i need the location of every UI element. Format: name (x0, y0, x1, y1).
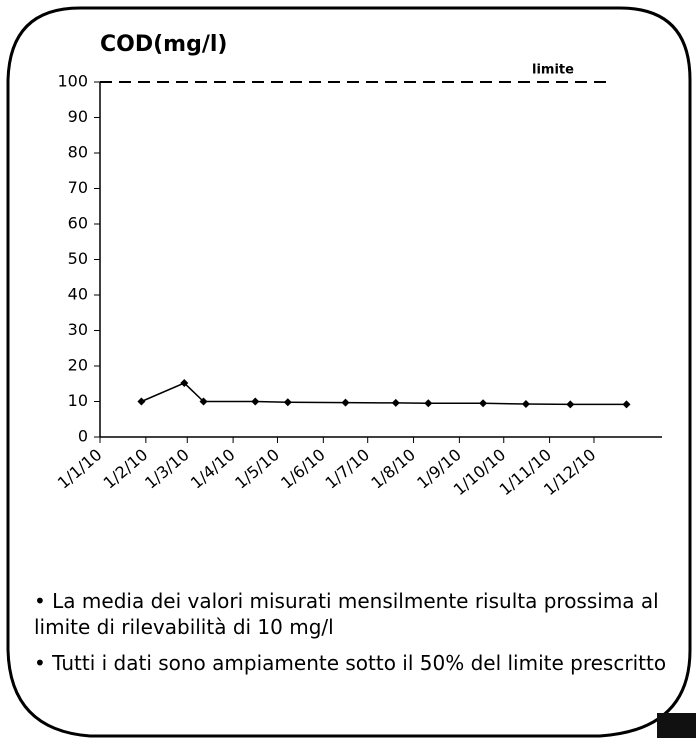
point (479, 399, 488, 408)
limit-label: limite (532, 63, 574, 78)
y-tick-label: 60 (68, 214, 88, 233)
x-tick-label: 1/6/10 (277, 445, 329, 493)
y-tick-label: 90 (68, 107, 88, 126)
y-tick-label: 30 (68, 320, 88, 339)
point (341, 398, 350, 407)
point (180, 379, 189, 388)
point (199, 397, 208, 406)
x-tick-label: 1/8/10 (367, 445, 419, 493)
y-tick-label: 0 (78, 427, 88, 446)
x-tick-label: 1/2/10 (100, 445, 152, 493)
y-tick-label: 20 (68, 356, 88, 375)
x-tick-label: 1/5/10 (231, 445, 283, 493)
x-tick-label: 1/4/10 (187, 445, 239, 493)
y-tick-label: 40 (68, 285, 88, 304)
point (283, 398, 292, 407)
point (251, 397, 260, 406)
y-tick-label: 80 (68, 143, 88, 162)
y-tick-label: 100 (57, 72, 88, 91)
point (566, 400, 575, 409)
y-tick-label: 50 (68, 249, 88, 268)
note: • La media dei valori misurati mensilmen… (34, 589, 659, 639)
chart-title: COD(mg/l) (100, 32, 227, 57)
point (521, 399, 530, 408)
point (622, 400, 631, 409)
note: • Tutti i dati sono ampiamente sotto il … (34, 651, 667, 675)
x-tick-label: 1/3/10 (141, 445, 193, 493)
x-tick-label: 1/1/10 (54, 445, 106, 493)
x-tick-label: 1/7/10 (321, 445, 373, 493)
point (137, 397, 146, 406)
y-tick-label: 70 (68, 178, 88, 197)
frame (6, 6, 692, 738)
y-tick-label: 10 (68, 391, 88, 410)
series-line (141, 382, 627, 406)
corner-block (657, 713, 696, 738)
point (391, 398, 400, 407)
point (424, 399, 433, 408)
